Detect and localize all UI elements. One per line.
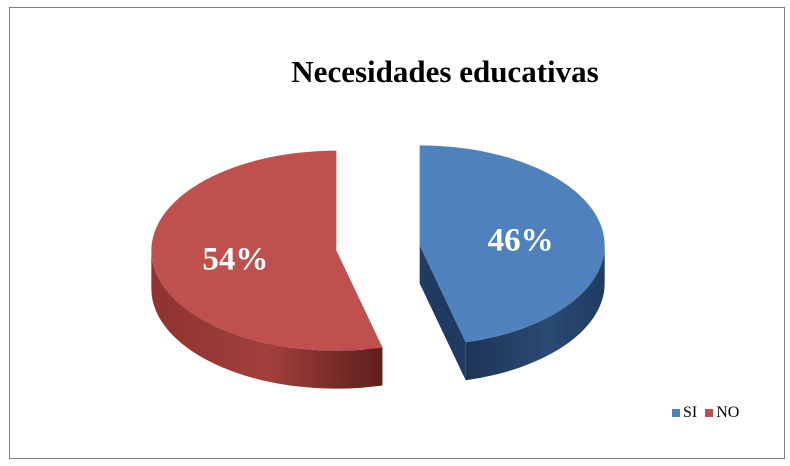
chart-area: Necesidades educativas 46% 54% SI NO xyxy=(9,7,785,459)
pie-slice-si xyxy=(419,145,605,381)
slice-edge-wall xyxy=(419,245,466,381)
legend-item-no: NO xyxy=(705,404,739,422)
slice-side-wall xyxy=(465,245,605,381)
pie-slice-no xyxy=(151,150,383,389)
legend-swatch-si xyxy=(672,409,680,417)
legend: SI NO xyxy=(672,404,739,422)
chart-title: Necesidades educativas xyxy=(291,54,599,89)
slice-side-wall xyxy=(151,250,383,389)
slice-top-face xyxy=(419,145,605,343)
legend-label-no: NO xyxy=(716,404,740,421)
data-label-no: 54% xyxy=(202,242,268,278)
pie-chart: 46% 54% xyxy=(151,145,605,389)
data-label-si: 46% xyxy=(488,222,554,258)
legend-swatch-no xyxy=(705,409,714,417)
slice-top-face xyxy=(151,150,383,351)
legend-item-si: SI xyxy=(672,404,697,422)
legend-label-si: SI xyxy=(683,404,698,421)
